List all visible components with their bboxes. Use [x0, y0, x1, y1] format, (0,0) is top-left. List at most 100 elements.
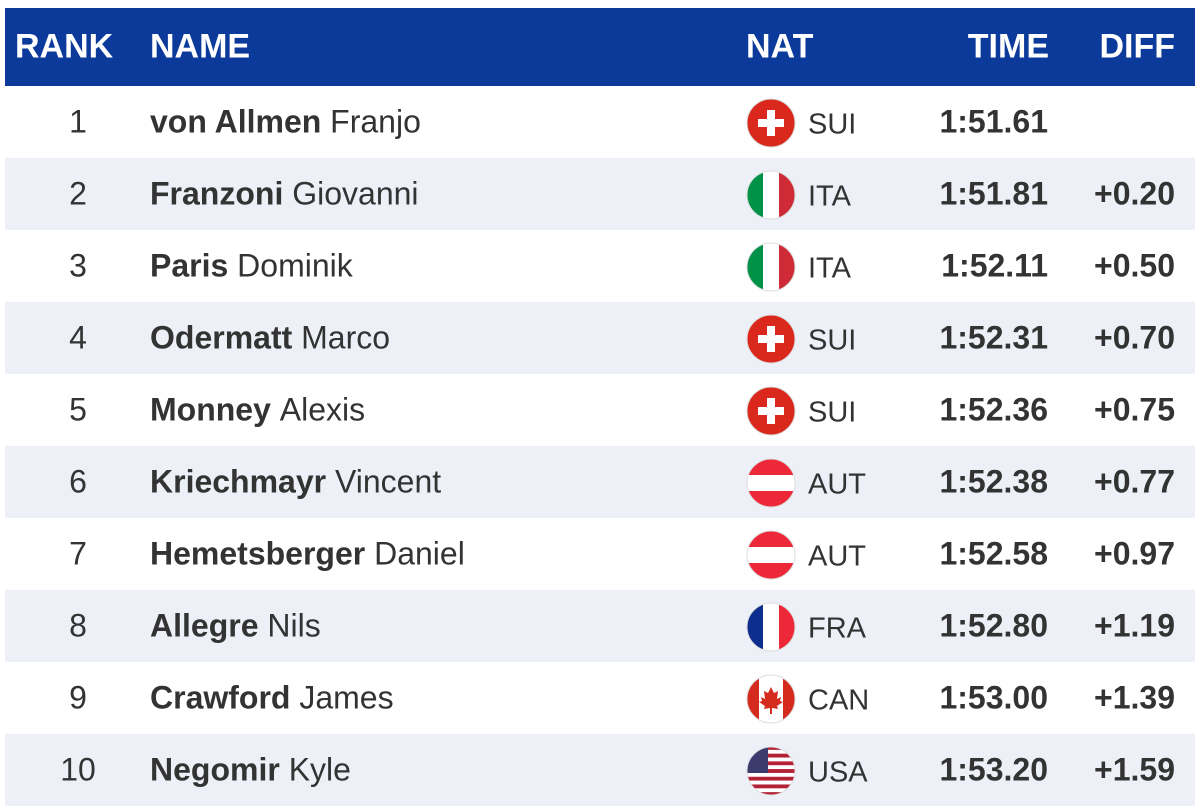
flag-rim [746, 530, 796, 580]
header-rank: RANK [15, 27, 114, 66]
rank: 8 [69, 607, 87, 644]
given-name: Vincent [334, 463, 442, 500]
flag-part [747, 747, 768, 773]
given-name: Daniel [374, 535, 465, 572]
flag-rim [746, 746, 796, 796]
flag-part [747, 765, 795, 770]
time: 1:52.36 [939, 391, 1048, 428]
rank: 3 [69, 247, 87, 284]
time: 1:52.38 [939, 463, 1048, 500]
rank: 5 [69, 391, 87, 428]
rank: 7 [69, 535, 87, 572]
flag-part [779, 171, 795, 219]
diff: +1.59 [1094, 751, 1175, 788]
flag-body [747, 603, 795, 651]
flag-part [747, 784, 795, 789]
given-name: Kyle [288, 751, 351, 788]
given-name: Nils [267, 607, 321, 644]
flag-part [758, 407, 784, 415]
athlete-name: von Allmen Franjo [150, 104, 421, 141]
result-row: 7 Hemetsberger Daniel AUT 1:52.58 +0.97 [5, 518, 1195, 590]
header-diff: DIFF [1099, 27, 1175, 66]
athlete-name: Monney Alexis [150, 392, 365, 429]
surname: Crawford [150, 679, 291, 716]
flag-part [758, 335, 784, 343]
rank: 1 [69, 103, 87, 140]
result-row: 5 Monney Alexis SUI 1:52.36 +0.75 [5, 374, 1195, 446]
athlete-name: Negomir Kyle [150, 752, 351, 789]
flag-part [747, 243, 763, 291]
result-row: 6 Kriechmayr Vincent AUT 1:52.38 +0.77 [5, 446, 1195, 518]
flag-part [747, 772, 795, 777]
rank: 4 [69, 319, 87, 356]
flag [746, 746, 796, 796]
flag-body [747, 387, 795, 435]
time: 1:52.58 [939, 535, 1048, 572]
header-name: NAME [150, 27, 251, 66]
result-row: 2 Franzoni Giovanni ITA 1:51.81 +0.20 [5, 158, 1195, 230]
flag-part [747, 747, 795, 751]
flag-rim [746, 314, 796, 364]
rank: 10 [60, 751, 96, 788]
rank: 6 [69, 463, 87, 500]
surname: Franzoni [150, 175, 284, 212]
flag-rim [746, 386, 796, 436]
diff: +0.77 [1094, 463, 1175, 500]
nation: SUI [808, 324, 857, 357]
flag-part [747, 757, 795, 762]
result-row: 10 Negomir Kyle USA 1:53.20 +1.59 [5, 734, 1195, 806]
flag-part [747, 475, 795, 491]
athlete-name: Kriechmayr Vincent [150, 464, 441, 501]
diff: +0.97 [1094, 535, 1175, 572]
flag [746, 170, 796, 220]
nation: USA [808, 756, 868, 789]
nation: AUT [808, 468, 866, 501]
flag-part [747, 769, 795, 774]
flag-body [747, 459, 795, 507]
flag-part [779, 603, 795, 651]
nation: FRA [808, 612, 866, 645]
nation: SUI [808, 396, 857, 429]
flag-body [747, 171, 795, 219]
flag-rim [746, 170, 796, 220]
header-nat: NAT [746, 27, 814, 66]
flag-rim [746, 458, 796, 508]
surname: Allegre [150, 607, 259, 644]
maple-leaf [759, 687, 783, 714]
given-name: Giovanni [292, 175, 419, 212]
nation: ITA [808, 252, 851, 285]
athlete-name: Paris Dominik [150, 248, 353, 285]
flag-body [747, 315, 795, 363]
surname: Odermatt [150, 319, 293, 356]
time: 1:52.31 [939, 319, 1048, 356]
flag [746, 602, 796, 652]
flag-part [747, 780, 795, 785]
result-row: 1 von Allmen Franjo SUI 1:51.61 [5, 86, 1195, 158]
result-row: 8 Allegre Nils FRA 1:52.80 +1.19 [5, 590, 1195, 662]
flag [746, 314, 796, 364]
time: 1:51.81 [939, 175, 1048, 212]
nation: ITA [808, 180, 851, 213]
given-name: James [299, 679, 394, 716]
flag-part [747, 491, 795, 507]
flag-part [747, 171, 763, 219]
flag-body [747, 675, 795, 723]
diff: +0.75 [1094, 391, 1175, 428]
surname: Negomir [150, 751, 280, 788]
flag-part [783, 675, 795, 723]
flag-part [758, 119, 784, 127]
athlete-name: Allegre Nils [150, 608, 321, 645]
flag-body [747, 531, 795, 579]
athlete-name: Hemetsberger Daniel [150, 536, 465, 573]
given-name: Alexis [279, 391, 366, 428]
flag-part [747, 749, 795, 754]
flag-rim [746, 98, 796, 148]
given-name: Dominik [237, 247, 353, 284]
surname: Monney [150, 391, 271, 428]
flag-part [747, 603, 763, 651]
result-row: 4 Odermatt Marco SUI 1:52.31 +0.70 [5, 302, 1195, 374]
flag-part [763, 171, 779, 219]
diff: +0.50 [1094, 247, 1175, 284]
flag-part [747, 761, 795, 766]
given-name: Marco [301, 319, 391, 356]
